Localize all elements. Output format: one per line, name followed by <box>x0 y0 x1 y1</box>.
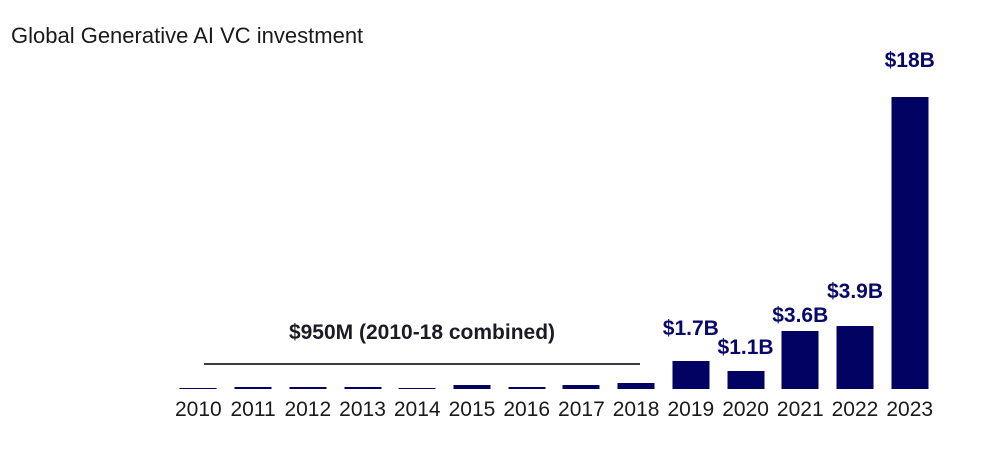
chart-column-2018: 2018 <box>609 56 664 421</box>
chart-column-2011: 2011 <box>226 56 281 421</box>
bar-2011 <box>234 387 272 389</box>
bar-2022 <box>836 325 874 389</box>
chart-column-2016: 2016 <box>499 56 554 421</box>
chart-column-2013: 2013 <box>335 56 390 421</box>
x-axis-label-2013: 2013 <box>339 398 386 421</box>
chart-title: Global Generative AI VC investment <box>11 23 364 48</box>
bar-value-label-2022: $3.9B <box>826 279 884 303</box>
bar-2010 <box>179 387 217 389</box>
bar-2016 <box>508 386 546 389</box>
x-axis-label-2019: 2019 <box>667 398 715 421</box>
chart-column-2020: $1.1B 2020 <box>717 56 774 421</box>
plot-area: 2010 2011 2012 2013 2014 2015 2016 2017 2018 $1.7… <box>171 50 937 421</box>
chart-column-2010: 2010 <box>171 56 226 421</box>
chart-column-2017: 2017 <box>554 56 609 421</box>
bar-value-label-2021: $3.6B <box>772 303 829 327</box>
chart-column-2014: 2014 <box>390 56 445 421</box>
chart-column-2015: 2015 <box>445 56 500 421</box>
x-axis-label-2021: 2021 <box>776 398 824 421</box>
bar-2014 <box>398 387 436 389</box>
combined-total-annotation: $950M (2010-18 combined) <box>288 321 556 344</box>
x-axis-label-2017: 2017 <box>558 398 605 421</box>
bar-2012 <box>289 387 327 389</box>
x-axis-label-2012: 2012 <box>284 398 332 421</box>
x-axis-label-2016: 2016 <box>503 398 551 421</box>
bar-2015 <box>453 385 491 389</box>
x-axis-label-2020: 2020 <box>722 398 769 421</box>
bar-2013 <box>344 387 382 389</box>
bar-2019 <box>672 361 710 389</box>
bar-value-label-2019: $1.7B <box>662 317 719 341</box>
bar-value-label-2020: $1.1B <box>717 336 774 360</box>
bar-2018 <box>617 383 655 389</box>
x-axis-label-2015: 2015 <box>448 398 496 421</box>
bar-2023 <box>891 97 929 389</box>
chart-column-2021: $3.6B 2021 <box>772 56 829 421</box>
x-axis-label-2011: 2011 <box>230 398 276 421</box>
chart-column-2023: $18B 2023 <box>882 50 937 421</box>
x-axis-label-2010: 2010 <box>175 398 222 421</box>
x-axis-label-2022: 2022 <box>831 398 879 421</box>
bar-2020 <box>727 371 765 389</box>
x-axis-label-2018: 2018 <box>612 398 660 421</box>
bar-2017 <box>562 384 600 389</box>
x-axis-label-2023: 2023 <box>886 398 934 421</box>
x-axis-label-2014: 2014 <box>393 398 441 421</box>
chart-column-2022: $3.9B 2022 <box>826 56 884 421</box>
chart-column-2012: 2012 <box>280 56 335 421</box>
annotation-underline <box>204 363 640 365</box>
bar-2021 <box>781 330 819 389</box>
chart-column-2019: $1.7B 2019 <box>662 56 719 421</box>
bar-value-label-2023: $18B <box>884 49 935 73</box>
